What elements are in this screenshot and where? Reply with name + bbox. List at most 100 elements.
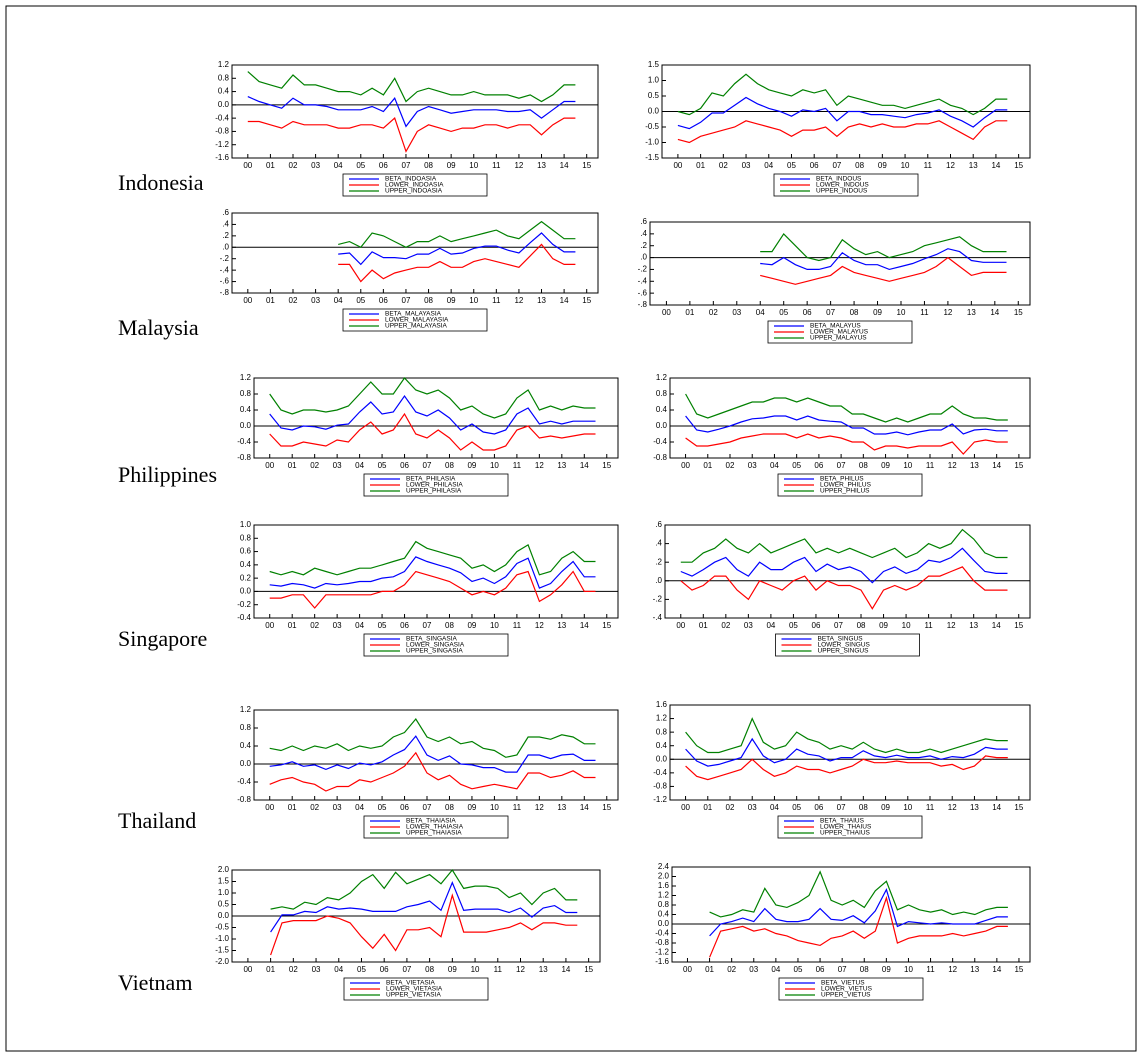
y-tick-label: -1.5	[645, 153, 659, 162]
x-tick-label: 08	[850, 308, 859, 317]
x-tick-label: 12	[948, 965, 957, 974]
x-tick-label: 14	[992, 461, 1001, 470]
y-tick-label: 0.4	[240, 405, 252, 414]
x-tick-label: 04	[334, 161, 343, 170]
x-tick-label: 07	[826, 308, 835, 317]
x-tick-label: 10	[490, 461, 499, 470]
x-tick-label: 05	[792, 803, 801, 812]
x-tick-label: 04	[766, 621, 775, 630]
y-tick-label: -0.8	[653, 782, 667, 791]
series-line	[685, 737, 1008, 767]
legend-label: LOWER_PHILASIA	[406, 482, 463, 489]
x-tick-label: 13	[537, 296, 546, 305]
x-tick-label: 03	[732, 308, 741, 317]
x-tick-label: 06	[810, 161, 819, 170]
x-tick-label: 15	[602, 621, 611, 630]
series-line	[680, 528, 1008, 563]
country-label: Thailand	[118, 808, 196, 833]
y-tick-label: 0.4	[218, 87, 230, 96]
x-tick-label: 06	[803, 308, 812, 317]
x-tick-label: 14	[992, 803, 1001, 812]
x-tick-label: 07	[423, 461, 432, 470]
legend-label: UPPER_PHILUS	[820, 488, 870, 495]
y-tick-label: 0.0	[218, 911, 230, 920]
legend-label: LOWER_INDOASIA	[385, 182, 444, 189]
series-line	[269, 751, 596, 792]
legend-label: LOWER_PHILUS	[820, 482, 872, 489]
x-tick-label: 11	[924, 621, 933, 630]
x-tick-label: 01	[288, 621, 297, 630]
y-tick-label: 0.4	[656, 741, 668, 750]
x-tick-label: 14	[580, 621, 589, 630]
x-tick-label: 06	[400, 803, 409, 812]
legend-label: BETA_INDOASIA	[385, 176, 437, 183]
y-tick-label: -0.4	[237, 777, 251, 786]
x-tick-label: 12	[943, 308, 952, 317]
x-tick-label: 00	[676, 621, 685, 630]
y-tick-label: -0.8	[653, 453, 667, 462]
x-tick-label: 05	[357, 965, 366, 974]
series-line	[269, 540, 596, 576]
x-tick-label: 15	[602, 803, 611, 812]
x-tick-label: 12	[948, 461, 957, 470]
y-tick-label: 0.0	[240, 759, 252, 768]
x-tick-label: 06	[814, 803, 823, 812]
series-line	[270, 881, 578, 933]
plot-frame	[253, 524, 619, 619]
x-tick-label: 07	[834, 621, 843, 630]
x-tick-label: 15	[1014, 308, 1023, 317]
x-tick-label: 14	[990, 308, 999, 317]
legend-label: UPPER_INDOASIA	[385, 188, 443, 195]
series-line	[269, 570, 596, 609]
x-tick-label: 10	[901, 161, 910, 170]
x-tick-label: 03	[749, 965, 758, 974]
y-tick-label: 1.0	[240, 520, 252, 529]
plot-frame	[669, 704, 1031, 801]
x-tick-label: 13	[537, 161, 546, 170]
x-tick-label: 05	[787, 161, 796, 170]
x-tick-label: 05	[789, 621, 798, 630]
x-tick-label: 07	[838, 965, 847, 974]
y-tick-label: -0.8	[655, 938, 669, 947]
legend-label: UPPER_PHILASIA	[406, 488, 462, 495]
country-label: Vietnam	[118, 970, 192, 995]
y-tick-label: .2	[640, 241, 647, 250]
x-tick-label: 10	[903, 803, 912, 812]
x-tick-label: 06	[400, 621, 409, 630]
y-tick-label: -1.5	[215, 946, 229, 955]
y-tick-label: .2	[222, 231, 229, 240]
x-tick-label: 11	[513, 461, 522, 470]
y-tick-label: 1.2	[656, 373, 668, 382]
x-tick-label: 05	[378, 621, 387, 630]
x-tick-label: 04	[355, 461, 364, 470]
x-tick-label: 14	[580, 461, 589, 470]
x-tick-label: 11	[926, 965, 935, 974]
x-tick-label: 05	[356, 296, 365, 305]
x-tick-label: 00	[683, 965, 692, 974]
y-tick-label: 0.4	[658, 910, 670, 919]
x-tick-label: 14	[560, 161, 569, 170]
y-tick-label: .4	[655, 539, 662, 548]
country-label: Philippines	[118, 462, 217, 487]
x-tick-label: 03	[311, 296, 320, 305]
x-tick-label: 01	[703, 803, 712, 812]
y-tick-label: 0.8	[240, 533, 252, 542]
y-tick-label: 0.6	[240, 547, 252, 556]
x-tick-label: 09	[467, 461, 476, 470]
y-tick-label: 0.8	[656, 389, 668, 398]
x-tick-label: 15	[584, 965, 593, 974]
x-tick-label: 00	[243, 965, 252, 974]
series-line	[247, 71, 576, 103]
y-tick-label: 1.2	[240, 705, 252, 714]
x-tick-label: 11	[926, 803, 935, 812]
x-tick-label: 01	[266, 965, 275, 974]
legend-label: BETA_THAIUS	[820, 818, 865, 825]
x-tick-label: 13	[539, 965, 548, 974]
x-tick-label: 11	[926, 461, 935, 470]
x-tick-label: 15	[1014, 161, 1023, 170]
x-tick-label: 01	[699, 621, 708, 630]
y-tick-label: 0.0	[240, 421, 252, 430]
y-tick-label: -0.4	[237, 437, 251, 446]
y-tick-label: 0.4	[240, 741, 252, 750]
